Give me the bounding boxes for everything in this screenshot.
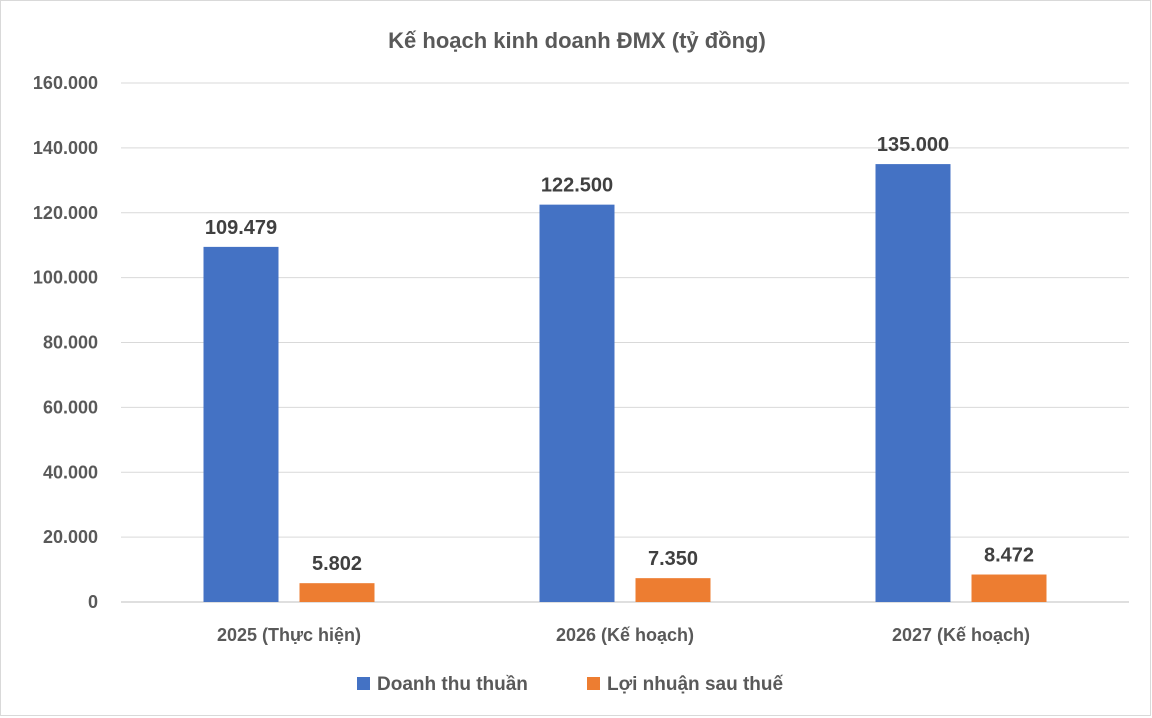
bar-profit bbox=[635, 578, 711, 602]
bar-revenue bbox=[875, 164, 951, 602]
y-tick-label: 140.000 bbox=[33, 138, 98, 158]
y-tick-label: 80.000 bbox=[43, 333, 98, 353]
data-label: 5.802 bbox=[312, 553, 362, 575]
bar-profit bbox=[299, 583, 375, 602]
y-tick-label: 40.000 bbox=[43, 462, 98, 482]
data-label: 122.500 bbox=[541, 175, 613, 197]
legend-swatch bbox=[357, 677, 370, 690]
chart-title: Kế hoạch kinh doanh ĐMX (tỷ đồng) bbox=[388, 28, 766, 53]
y-tick-label: 20.000 bbox=[43, 527, 98, 547]
bar-profit bbox=[971, 574, 1047, 602]
data-label: 8.472 bbox=[984, 545, 1034, 567]
legend-swatch bbox=[587, 677, 600, 690]
data-label: 109.479 bbox=[205, 217, 277, 239]
bar-revenue bbox=[203, 246, 279, 602]
legend-label: Lợi nhuận sau thuế bbox=[607, 674, 783, 695]
data-label: 135.000 bbox=[877, 134, 949, 156]
legend: Doanh thu thuần Lợi nhuận sau thuế bbox=[357, 674, 783, 695]
y-tick-label: 120.000 bbox=[33, 203, 98, 223]
y-axis-ticks: 0 20.000 40.000 60.000 80.000 100.000 120.000 1… bbox=[33, 73, 98, 612]
y-tick-label: 0 bbox=[88, 592, 98, 612]
data-label: 7.350 bbox=[648, 548, 698, 570]
gridlines bbox=[121, 82, 1129, 603]
bars: 109.479 5.802 122.500 7.350 135.000 8.472 bbox=[203, 134, 1047, 602]
x-axis-ticks: 2025 (Thực hiện) 2026 (Kế hoạch) 2027 (Kế … bbox=[217, 625, 1030, 645]
x-tick-label: 2027 (Kế hoạch) bbox=[892, 625, 1030, 645]
y-tick-label: 60.000 bbox=[43, 397, 98, 417]
x-tick-label: 2025 (Thực hiện) bbox=[217, 625, 361, 645]
bar-revenue bbox=[539, 204, 615, 602]
x-tick-label: 2026 (Kế hoạch) bbox=[556, 625, 694, 645]
y-tick-label: 100.000 bbox=[33, 268, 98, 288]
legend-label: Doanh thu thuần bbox=[377, 674, 528, 695]
y-tick-label: 160.000 bbox=[33, 73, 98, 93]
